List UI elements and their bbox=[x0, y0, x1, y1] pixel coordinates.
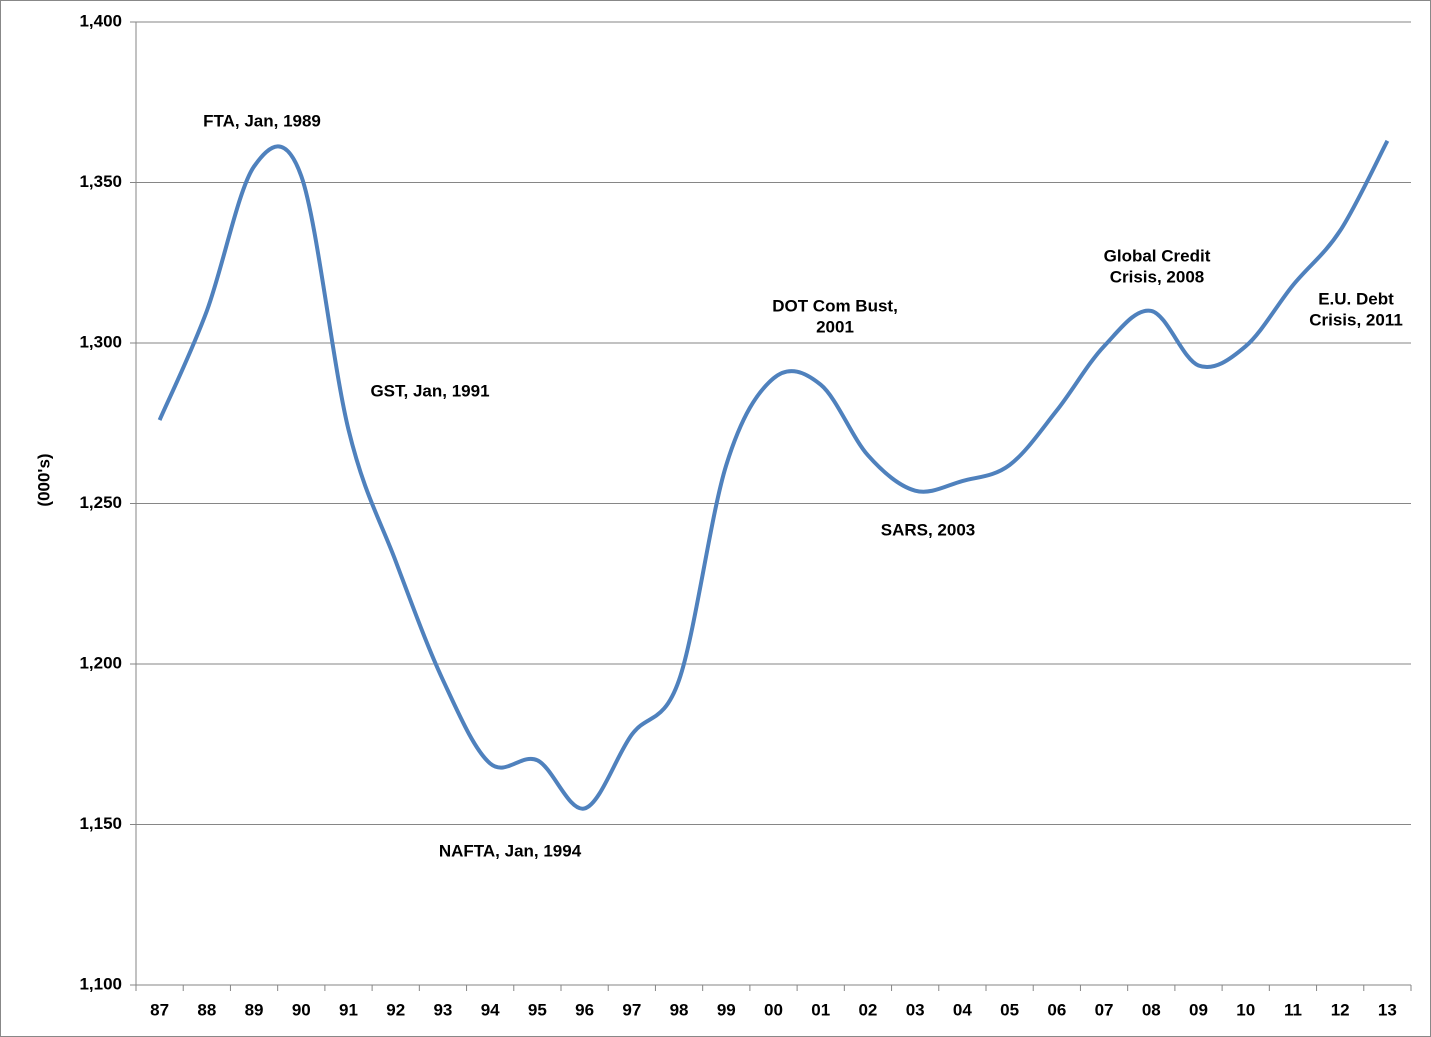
x-tick-label: 96 bbox=[575, 1000, 594, 1019]
x-tick-label: 00 bbox=[764, 1000, 783, 1019]
x-tick-label: 89 bbox=[245, 1000, 264, 1019]
x-tick-label: 95 bbox=[528, 1000, 547, 1019]
annotation: DOT Com Bust, bbox=[772, 296, 898, 315]
x-tick-label: 06 bbox=[1047, 1000, 1066, 1019]
y-tick-label: 1,150 bbox=[79, 814, 122, 833]
x-tick-label: 94 bbox=[481, 1000, 500, 1019]
y-tick-label: 1,350 bbox=[79, 172, 122, 191]
x-tick-label: 03 bbox=[906, 1000, 925, 1019]
x-tick-label: 88 bbox=[197, 1000, 216, 1019]
annotation: SARS, 2003 bbox=[881, 520, 976, 539]
x-tick-label: 07 bbox=[1095, 1000, 1114, 1019]
x-tick-label: 93 bbox=[433, 1000, 452, 1019]
x-tick-label: 87 bbox=[150, 1000, 169, 1019]
x-tick-label: 05 bbox=[1000, 1000, 1019, 1019]
x-tick-label: 08 bbox=[1142, 1000, 1161, 1019]
annotation: GST, Jan, 1991 bbox=[370, 381, 489, 400]
y-tick-label: 1,300 bbox=[79, 332, 122, 351]
data-line bbox=[157, 139, 1390, 811]
annotation: Global Credit bbox=[1104, 246, 1211, 265]
x-tick-label: 10 bbox=[1236, 1000, 1255, 1019]
annotation: Crisis, 2008 bbox=[1110, 267, 1205, 286]
annotation: E.U. Debt bbox=[1318, 289, 1394, 308]
x-tick-label: 92 bbox=[386, 1000, 405, 1019]
annotation: 2001 bbox=[816, 317, 854, 336]
annotation: Crisis, 2011 bbox=[1309, 310, 1403, 329]
x-tick-label: 02 bbox=[858, 1000, 877, 1019]
annotation: FTA, Jan, 1989 bbox=[203, 111, 321, 130]
y-tick-label: 1,400 bbox=[79, 11, 122, 30]
y-tick-label: 1,200 bbox=[79, 653, 122, 672]
x-tick-label: 09 bbox=[1189, 1000, 1208, 1019]
x-tick-label: 98 bbox=[670, 1000, 689, 1019]
x-tick-label: 13 bbox=[1378, 1000, 1397, 1019]
x-tick-label: 01 bbox=[811, 1000, 830, 1019]
x-tick-label: 04 bbox=[953, 1000, 972, 1019]
y-tick-label: 1,250 bbox=[79, 493, 122, 512]
annotation: NAFTA, Jan, 1994 bbox=[439, 841, 582, 860]
x-tick-label: 91 bbox=[339, 1000, 358, 1019]
y-tick-label: 1,100 bbox=[79, 974, 122, 993]
x-tick-label: 90 bbox=[292, 1000, 311, 1019]
x-tick-label: 11 bbox=[1284, 1000, 1302, 1019]
x-tick-label: 97 bbox=[622, 1000, 641, 1019]
x-tick-label: 99 bbox=[717, 1000, 736, 1019]
y-axis-label: (000's) bbox=[34, 453, 53, 506]
x-tick-label: 12 bbox=[1331, 1000, 1350, 1019]
